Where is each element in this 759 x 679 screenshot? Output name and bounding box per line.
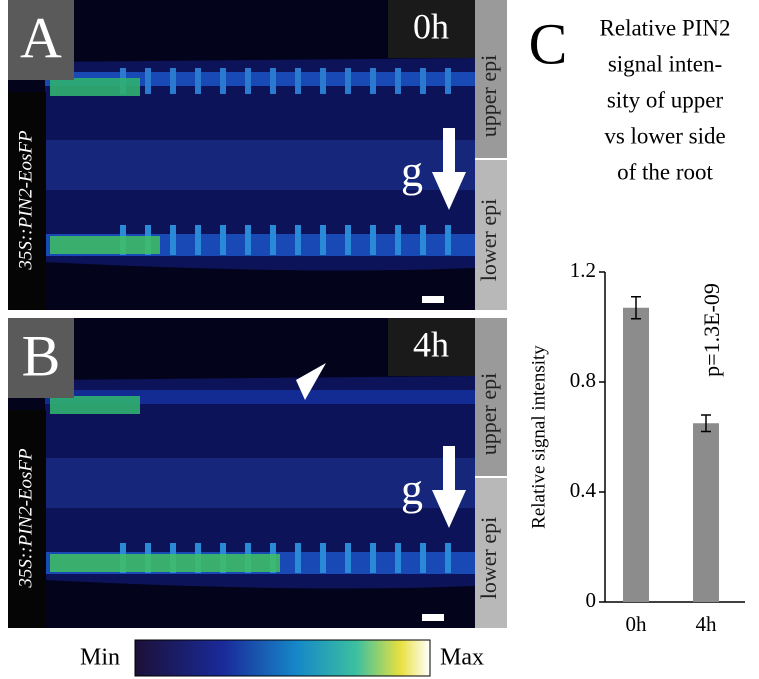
cell-wall	[145, 68, 151, 94]
bar	[693, 423, 719, 602]
cell-wall	[295, 543, 301, 573]
cell-wall	[345, 68, 351, 94]
chart-title: signal inten-	[608, 51, 722, 76]
panel-label-box	[8, 0, 74, 80]
panel-label-box	[8, 318, 74, 398]
cell-wall	[445, 68, 451, 94]
upper-label: upper epi	[476, 55, 501, 137]
cell-wall	[420, 68, 426, 94]
panel-label: A	[20, 5, 62, 70]
time-box	[388, 0, 475, 58]
cell-wall	[170, 225, 176, 255]
chart-title: sity of upper	[607, 87, 724, 112]
error-bar	[631, 296, 641, 320]
time-box	[388, 318, 475, 376]
construct-label: 35S::PIN2-EosFP	[15, 130, 36, 271]
gravity-label: g	[401, 147, 423, 196]
cell-wall	[320, 543, 326, 573]
upper-strip	[475, 318, 507, 476]
y-axis-label: Relative signal intensity	[528, 345, 549, 529]
panel-label: B	[22, 323, 61, 388]
cell-wall	[395, 543, 401, 573]
cell-wall	[320, 225, 326, 255]
lower-strip	[475, 478, 507, 628]
arrowhead-marker	[296, 363, 326, 400]
cell-wall	[370, 225, 376, 255]
cell-wall	[320, 68, 326, 94]
cell-wall	[195, 68, 201, 94]
time-label: 0h	[413, 6, 449, 46]
time-label: 4h	[413, 324, 449, 364]
cell-wall	[295, 68, 301, 94]
cell-wall	[245, 68, 251, 94]
colorbar	[134, 639, 431, 677]
scale-bar	[422, 296, 444, 303]
error-bar	[701, 414, 711, 433]
stele	[45, 140, 475, 190]
chart-title: of the root	[617, 159, 713, 184]
arrow-shaft	[443, 446, 455, 496]
cell-wall	[345, 543, 351, 573]
cell-wall	[270, 68, 276, 94]
signal-high	[50, 554, 280, 572]
cell-wall	[395, 68, 401, 94]
cell-wall	[370, 543, 376, 573]
cell-wall	[270, 225, 276, 255]
arrow-head	[432, 172, 466, 210]
upper-strip	[475, 0, 507, 158]
chart-title: vs lower side	[604, 123, 725, 148]
construct-strip	[8, 92, 46, 310]
signal-high	[50, 236, 160, 254]
cell-wall	[395, 225, 401, 255]
cell-wall	[420, 543, 426, 573]
construct-label: 35S::PIN2-EosFP	[15, 448, 36, 589]
cell-wall	[370, 68, 376, 94]
cell-wall	[245, 225, 251, 255]
y-tick-label: 0.8	[570, 368, 596, 392]
panel-label: C	[529, 11, 568, 76]
chart-title: Relative PIN2	[600, 15, 731, 40]
x-tick-label: 0h	[626, 612, 648, 636]
cell-wall	[295, 225, 301, 255]
arrow-head	[432, 490, 466, 528]
cell-wall	[445, 543, 451, 573]
colorbar-min: Min	[80, 645, 120, 671]
epi-upper	[45, 72, 475, 86]
y-tick-label: 0.4	[570, 478, 597, 502]
signal-high	[50, 396, 140, 414]
lower-label: lower epi	[476, 199, 501, 281]
signal-high	[50, 78, 140, 96]
upper-label: upper epi	[476, 373, 501, 455]
colorbar-max: Max	[440, 645, 484, 671]
y-tick-label: 0	[586, 588, 597, 612]
cell-wall	[445, 225, 451, 255]
bar	[623, 307, 649, 602]
y-tick-label: 1.2	[570, 258, 596, 282]
lower-label: lower epi	[476, 517, 501, 599]
cell-wall	[345, 225, 351, 255]
arrow-shaft	[443, 128, 455, 178]
cell-wall	[420, 225, 426, 255]
annotation: p=1.3E-09	[699, 283, 724, 377]
cell-wall	[220, 225, 226, 255]
x-tick-label: 4h	[696, 612, 718, 636]
cell-wall	[170, 68, 176, 94]
chart: C Relative PIN2 signal inten-sity of upper…	[528, 11, 745, 636]
epi-upper	[45, 390, 475, 404]
cell-wall	[195, 225, 201, 255]
stele	[45, 458, 475, 508]
gravity-label: g	[401, 465, 423, 514]
construct-strip	[8, 410, 46, 628]
cell-wall	[220, 68, 226, 94]
lower-strip	[475, 160, 507, 310]
scale-bar	[422, 614, 444, 621]
